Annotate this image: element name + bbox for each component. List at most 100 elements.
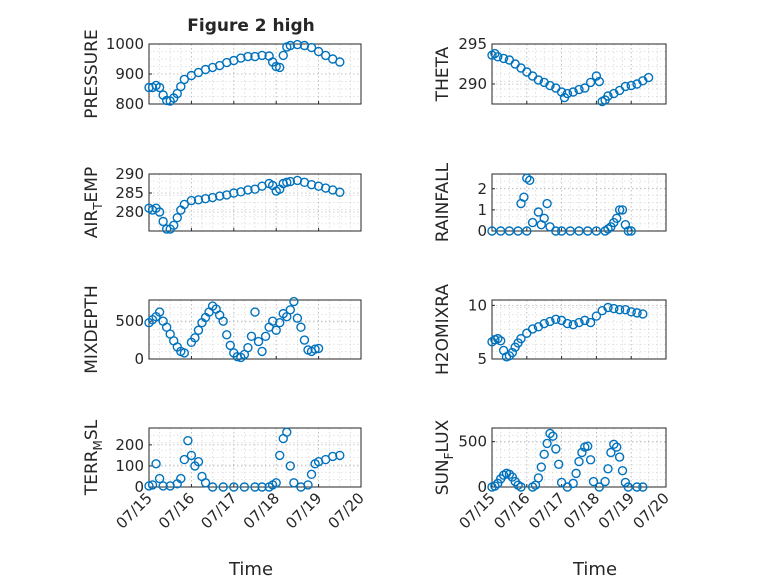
rainfall-point xyxy=(565,226,575,236)
terr-msl-point xyxy=(183,435,193,446)
pressure-point xyxy=(179,74,190,85)
air-temp-y-tick-label: 290 xyxy=(115,165,144,183)
mixdepth-point xyxy=(179,348,190,358)
terr-msl-point xyxy=(239,482,250,492)
h2omixra-axes-frame xyxy=(491,299,667,360)
mixdepth-point xyxy=(222,330,232,340)
terr-msl-point xyxy=(335,450,345,461)
h2omixra-point xyxy=(638,309,648,319)
x-axis-label-right: Time xyxy=(572,559,617,580)
air-temp-point xyxy=(172,212,182,223)
sun-flux-point xyxy=(603,464,613,474)
sun-flux-point xyxy=(638,482,648,492)
h2omixra-point xyxy=(603,302,613,313)
sun-flux-point xyxy=(554,459,564,470)
mixdepth-point xyxy=(243,342,253,353)
sun-flux-axes-frame xyxy=(491,427,667,488)
h2omixra-point xyxy=(574,317,584,328)
h2omixra-point xyxy=(632,308,642,318)
air-temp-y-tick-label: 280 xyxy=(115,203,144,221)
theta-point xyxy=(556,87,567,97)
sun-flux-point xyxy=(516,482,526,492)
air-temp-point xyxy=(207,192,218,203)
pressure-point xyxy=(154,82,165,93)
pressure-point xyxy=(278,50,288,61)
sun-flux-y-tick-label: 500 xyxy=(458,433,487,451)
h2omixra-point xyxy=(591,311,602,321)
mixdepth-y-tick-label: 0 xyxy=(134,350,144,368)
sun-flux-x-tick-label: 07/17 xyxy=(525,489,568,532)
mixdepth-point xyxy=(225,340,235,351)
theta-point xyxy=(591,71,602,81)
terr-msl-y-tick-label: 0 xyxy=(134,478,144,496)
sun-flux-x-tick-label: 07/19 xyxy=(595,489,638,532)
terr-msl-point xyxy=(303,480,313,490)
rainfall-point xyxy=(522,226,532,236)
terr-msl-point xyxy=(176,473,186,484)
sun-flux-point xyxy=(533,473,544,483)
air-temp-point xyxy=(200,193,211,204)
air-temp-point xyxy=(229,188,239,198)
theta-point xyxy=(562,88,573,99)
air-temp-axes-frame xyxy=(148,173,362,232)
h2omixra-point xyxy=(539,318,549,329)
rainfall-point xyxy=(623,226,633,236)
h2omixra-point xyxy=(496,336,506,346)
sun-flux-point xyxy=(548,431,558,441)
sun-flux-y-tick-label: 0 xyxy=(477,478,487,496)
sun-flux-point xyxy=(571,468,581,479)
terr-msl-point xyxy=(306,469,317,480)
rainfall-y-tick-label: 1 xyxy=(477,201,487,219)
mixdepth-point xyxy=(193,325,204,335)
rainfall-point xyxy=(556,226,567,236)
sun-flux-point xyxy=(545,428,555,439)
pressure-y-axis-label: PRESSURE xyxy=(82,29,102,118)
mixdepth-point xyxy=(260,331,271,342)
pressure-point xyxy=(257,50,267,61)
h2omixra-y-tick-label: 5 xyxy=(477,350,487,368)
pressure-point xyxy=(271,61,281,72)
mixdepth-point xyxy=(218,316,228,326)
h2omixra-point xyxy=(562,318,573,329)
rainfall-point xyxy=(612,213,622,224)
theta-point xyxy=(568,87,578,97)
terr-msl-point xyxy=(271,478,281,488)
air-temp-point xyxy=(179,199,190,210)
h2omixra-y-tick-label: 10 xyxy=(468,296,487,314)
air-temp-point xyxy=(243,185,253,195)
sun-flux-point xyxy=(551,444,561,454)
theta-y-tick-label: 295 xyxy=(458,35,487,53)
h2omixra-point xyxy=(568,319,578,330)
terr-msl-x-tick-label: 07/19 xyxy=(282,489,325,532)
terr-msl-y-axis-label: TERRMSL xyxy=(82,419,105,496)
h2omixra-point xyxy=(609,303,619,314)
h2omixra-point xyxy=(545,316,555,327)
pressure-point xyxy=(236,53,246,63)
theta-point xyxy=(594,76,604,87)
air-temp-point xyxy=(285,176,296,187)
theta-point xyxy=(585,77,596,88)
air-temp-y-axis-label: AIRTEMP xyxy=(82,167,105,238)
theta-point xyxy=(620,81,631,92)
pressure-point xyxy=(275,62,285,73)
theta-point xyxy=(603,91,613,101)
theta-point xyxy=(580,83,590,93)
mixdepth-y-axis-label: MIXDEPTH xyxy=(82,285,102,374)
pressure-point xyxy=(285,40,296,51)
air-temp-point xyxy=(282,177,292,188)
rainfall-point xyxy=(542,198,552,209)
sun-flux-point xyxy=(536,462,546,472)
pressure-point xyxy=(306,42,317,53)
pressure-y-tick-label: 800 xyxy=(115,95,144,113)
mixdepth-point xyxy=(289,296,299,307)
mixdepth-point xyxy=(271,325,281,335)
theta-point xyxy=(643,72,654,83)
pressure-point xyxy=(320,50,331,61)
mixdepth-point xyxy=(275,317,285,328)
rainfall-point xyxy=(487,226,497,236)
rainfall-point xyxy=(527,217,538,228)
terr-msl-point xyxy=(151,459,161,469)
sun-flux-point xyxy=(617,465,628,476)
terr-msl-point xyxy=(229,482,239,492)
terr-msl-point xyxy=(289,478,299,488)
